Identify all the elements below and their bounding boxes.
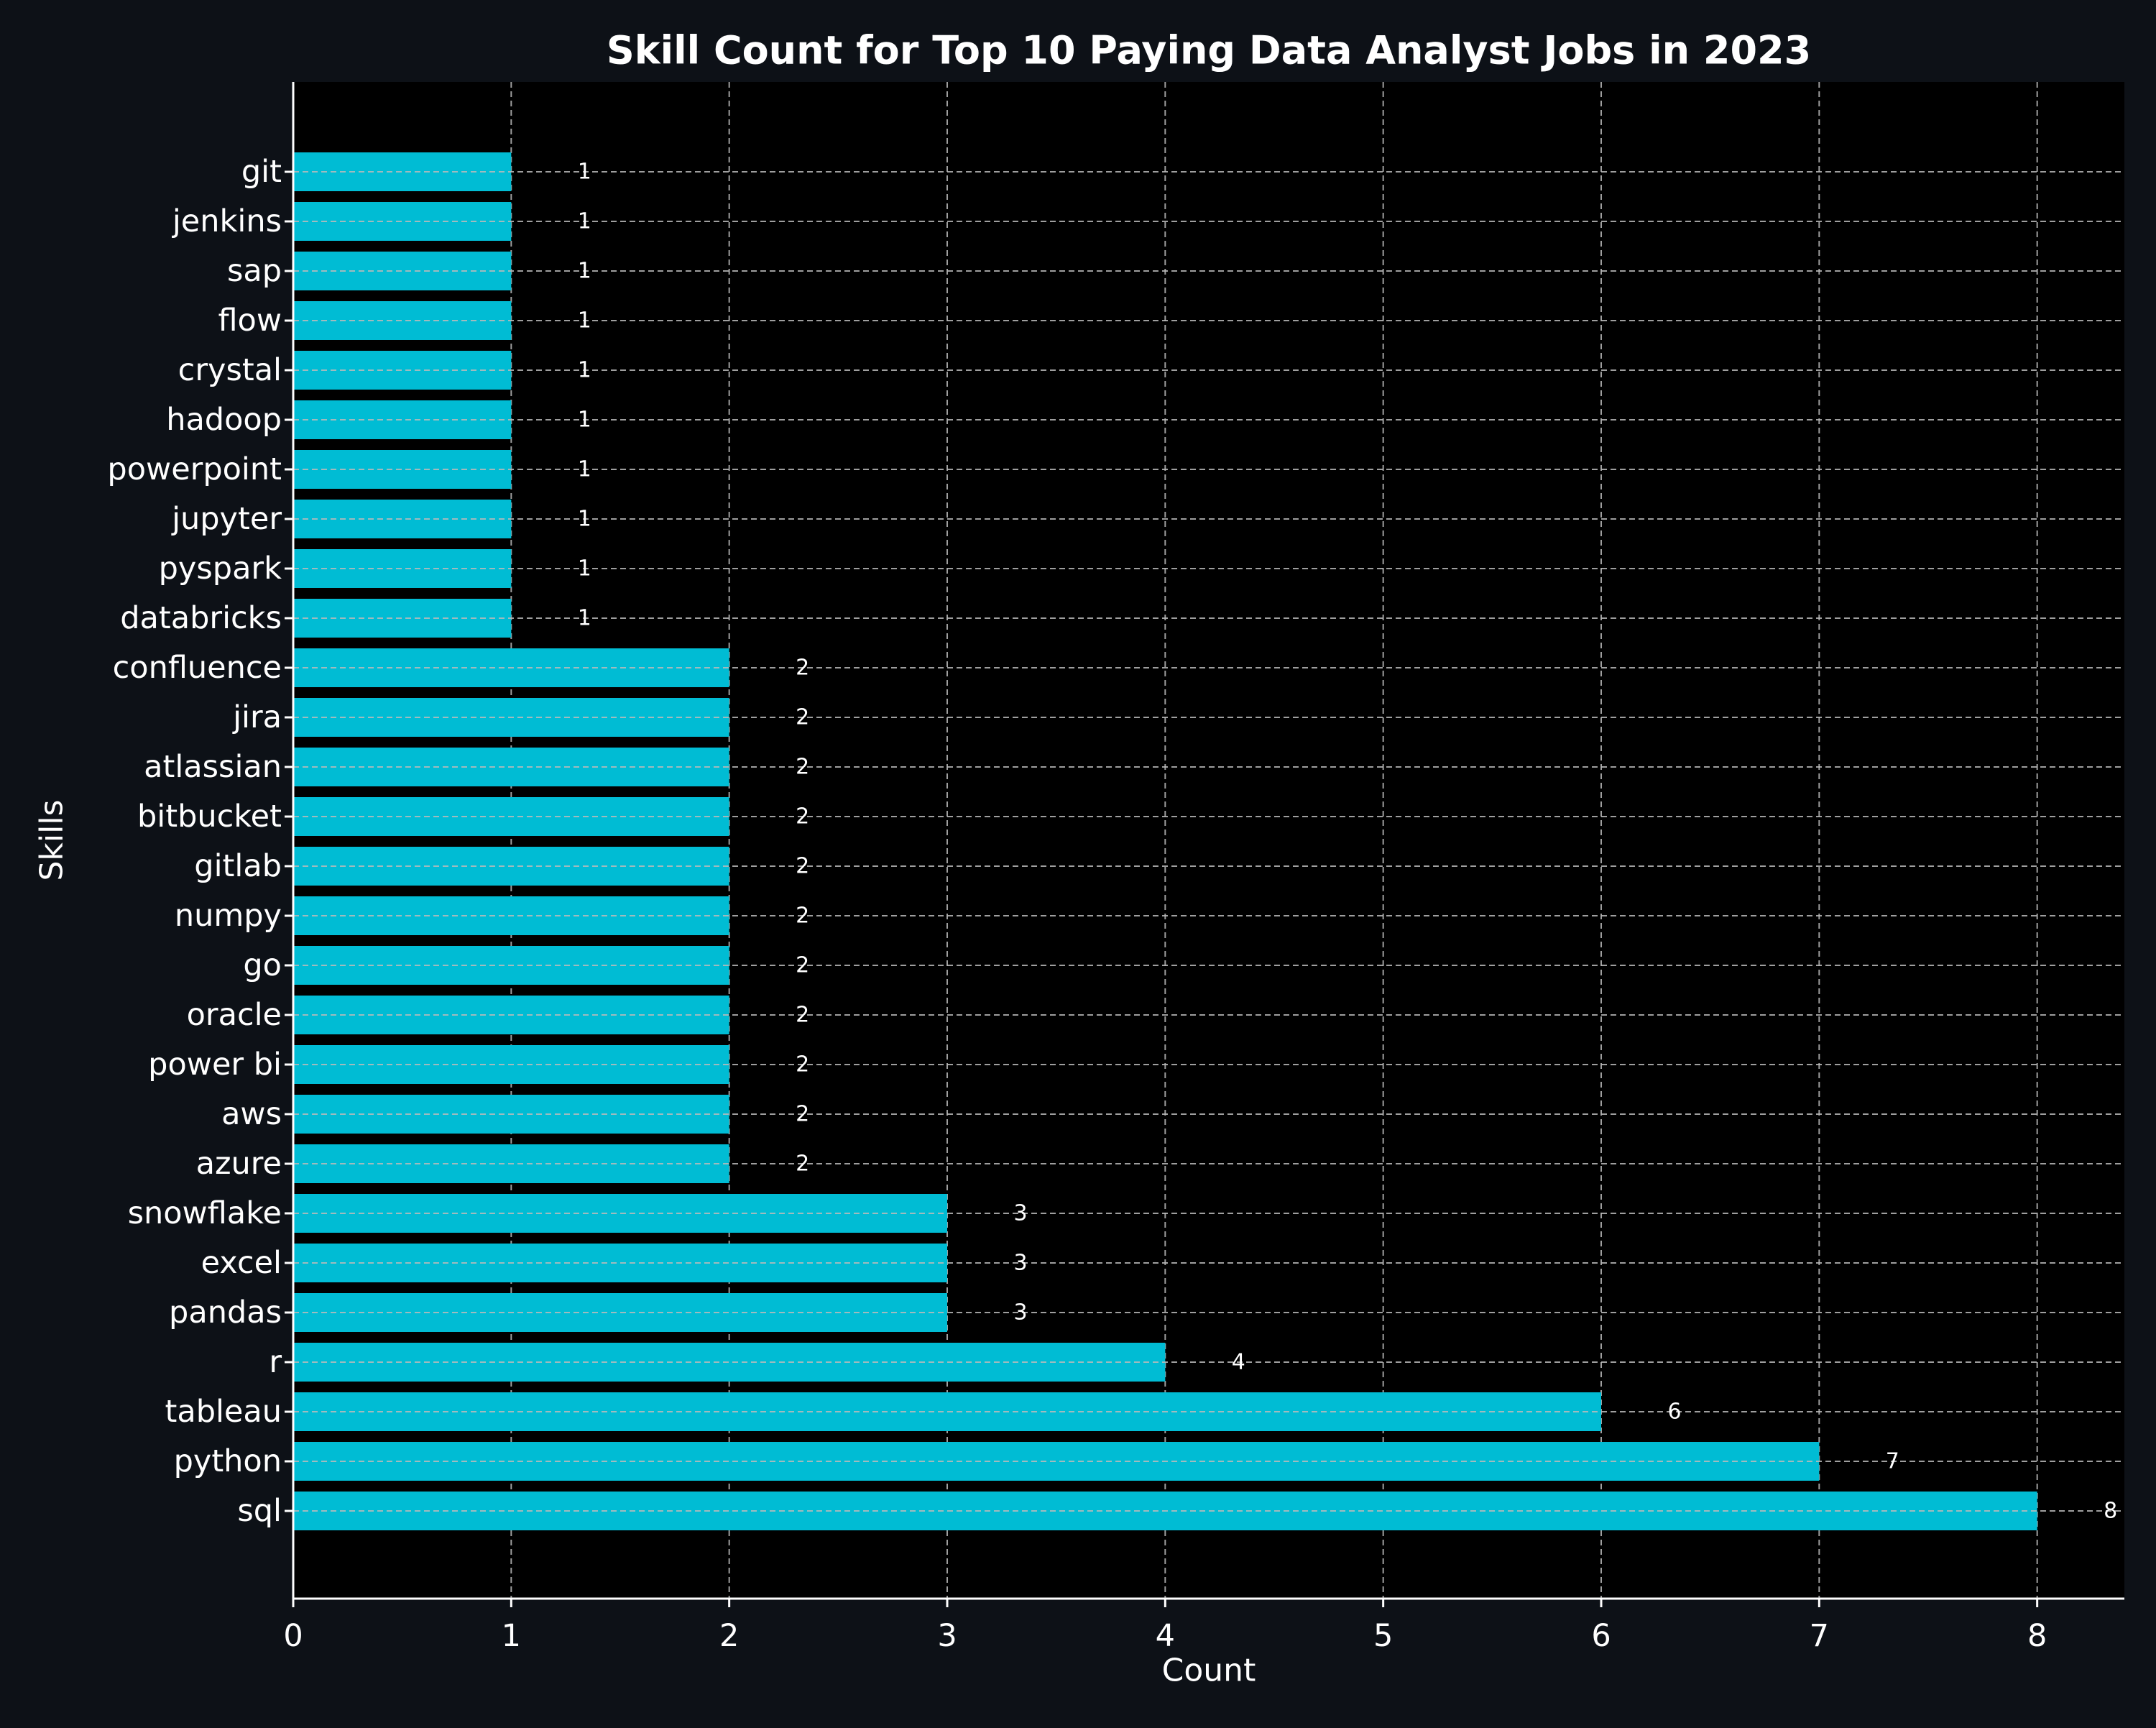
data-label: 6 [1667, 1400, 1681, 1425]
y-tick-label: oracle [187, 997, 282, 1033]
axes [285, 82, 2124, 1607]
y-tick-label: sql [237, 1493, 282, 1529]
y-tick-label: sap [227, 253, 282, 289]
x-axis-label: Count [1162, 1653, 1256, 1689]
data-label: 1 [578, 408, 591, 433]
data-label: 3 [1013, 1251, 1027, 1276]
data-label: 4 [1232, 1350, 1245, 1375]
y-tick-label: powerpoint [107, 451, 282, 487]
y-tick-label: numpy [175, 898, 282, 934]
data-label: 2 [796, 656, 809, 681]
x-tick-label: 0 [283, 1618, 303, 1654]
chart-title: Skill Count for Top 10 Paying Data Analy… [607, 28, 1811, 73]
y-tick-label: confluence [113, 650, 282, 686]
y-tick-label: excel [201, 1245, 282, 1281]
data-label: 1 [578, 606, 591, 631]
data-label: 1 [578, 209, 591, 234]
x-tick-label: 6 [1591, 1618, 1611, 1654]
data-label: 2 [796, 1003, 809, 1028]
data-label: 3 [1013, 1300, 1027, 1325]
y-tick-label: pandas [169, 1295, 282, 1331]
x-tick-label: 4 [1156, 1618, 1175, 1654]
bars [293, 152, 2037, 1530]
data-label: 2 [796, 1152, 809, 1177]
data-label: 8 [2104, 1499, 2117, 1524]
data-labels: 1 1 1 1 1 1 1 1 1 1 2 2 2 2 2 2 2 2 2 2 2 3 3 3 4 6 7 8 [578, 160, 2117, 1524]
data-label: 2 [796, 854, 809, 879]
y-tick-label: power bi [148, 1047, 282, 1083]
y-tick-label: hadoop [166, 402, 282, 438]
horizontal-grid [293, 171, 2124, 1512]
y-tick-label: r [269, 1344, 282, 1380]
x-tick-label: 7 [1810, 1618, 1829, 1654]
y-tick-label: pyspark [159, 551, 282, 587]
data-label: 1 [578, 358, 591, 383]
y-tick-label: jenkins [172, 203, 282, 239]
y-tick-label: git [241, 154, 282, 190]
data-label: 2 [796, 755, 809, 780]
y-tick-label: gitlab [194, 848, 282, 884]
data-label: 2 [796, 1052, 809, 1077]
data-label: 1 [578, 259, 591, 284]
data-label: 1 [578, 507, 591, 532]
y-tick-label: azure [196, 1146, 282, 1182]
data-label: 2 [796, 804, 809, 829]
data-label: 2 [796, 904, 809, 929]
y-tick-label: jupyter [171, 501, 282, 537]
data-label: 1 [578, 160, 591, 185]
y-tick-label: crystal [178, 352, 282, 388]
data-label: 7 [1886, 1449, 1899, 1474]
data-label: 2 [796, 953, 809, 978]
data-label: 3 [1013, 1201, 1027, 1226]
data-label: 1 [578, 457, 591, 482]
y-tick-label: flow [218, 303, 282, 339]
y-tick-label: aws [221, 1096, 282, 1132]
data-label: 2 [796, 705, 809, 730]
y-tick-label: bitbucket [137, 799, 282, 835]
x-tick-label: 3 [937, 1618, 957, 1654]
data-label: 1 [578, 556, 591, 582]
x-tick-labels: 0 1 2 3 4 5 6 7 8 [283, 1618, 2047, 1654]
x-tick-label: 2 [719, 1618, 739, 1654]
y-tick-label: snowflake [128, 1195, 282, 1231]
data-label: 2 [796, 1102, 809, 1127]
y-tick-labels: git jenkins sap flow crystal hadoop powerpoint… [107, 154, 282, 1529]
x-tick-label: 1 [502, 1618, 521, 1654]
y-tick-label: go [243, 947, 282, 983]
y-tick-label: python [174, 1443, 282, 1479]
x-tick-label: 5 [1373, 1618, 1393, 1654]
y-tick-label: atlassian [144, 749, 282, 785]
y-tick-label: tableau [165, 1394, 282, 1430]
y-tick-label: jira [232, 699, 282, 735]
y-tick-label: databricks [120, 600, 282, 636]
data-label: 1 [578, 308, 591, 334]
x-tick-label: 8 [2027, 1618, 2047, 1654]
y-axis-label: Skills [34, 799, 70, 881]
